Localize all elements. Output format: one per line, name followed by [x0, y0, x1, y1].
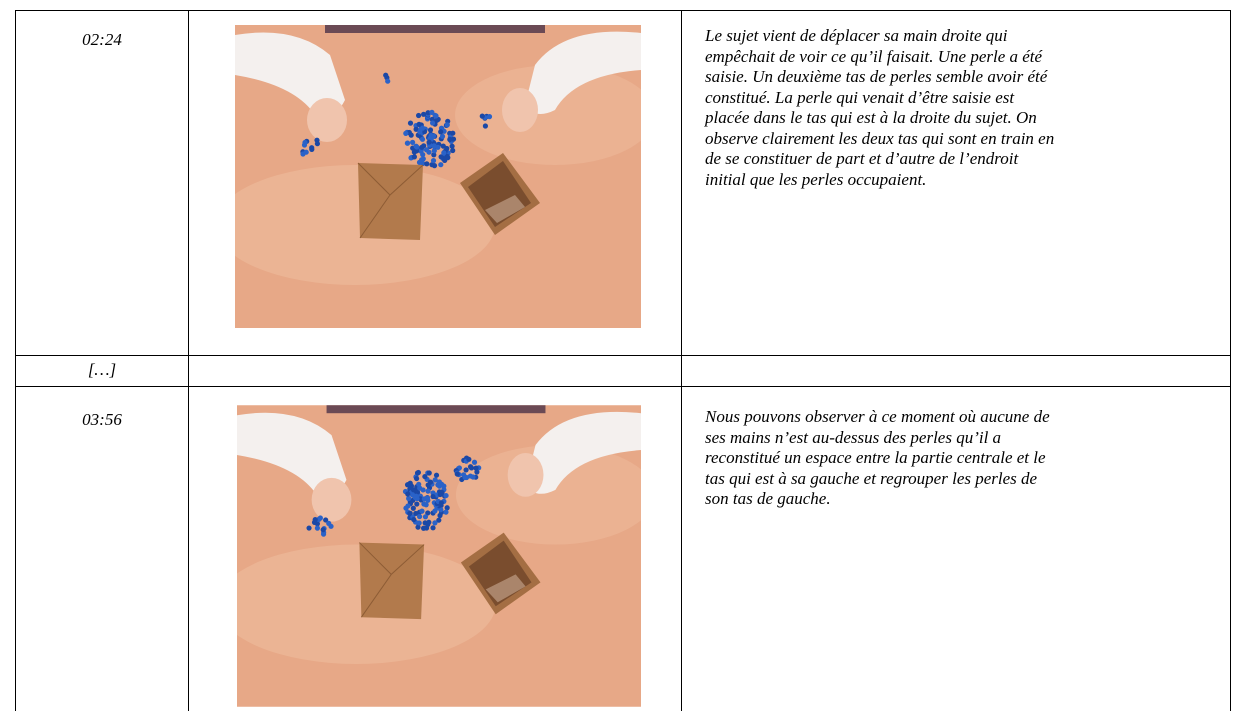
- time-cell: 02:24: [82, 30, 122, 49]
- table-border: [15, 10, 16, 711]
- description-line: reconstitué un espace entre la partie ce…: [705, 448, 1046, 467]
- description-line: constitué. La perle qui venait d’être sa…: [705, 87, 1015, 107]
- column-border: [681, 10, 682, 711]
- table-border: [15, 10, 1231, 11]
- description-line: Nous pouvons observer à ce moment où auc…: [705, 407, 1050, 426]
- description-line: placée dans le tas qui est à la droite d…: [705, 108, 1037, 127]
- description-line: initial que les perles occupaient.: [705, 169, 927, 189]
- row-border: [15, 355, 1231, 356]
- description-line: saisie. Un deuxième tas de perles semble…: [705, 67, 1048, 86]
- description-cell: Nous pouvons observer à ce moment où auc…: [705, 407, 1225, 510]
- time-cell: […]: [87, 360, 117, 379]
- table-border: [1230, 10, 1231, 711]
- description-line: observe clairement les deux tas qui sont…: [705, 128, 1055, 148]
- time-cell: 03:56: [82, 410, 122, 429]
- description-line: de se constituer de part et d’autre de l…: [705, 149, 1019, 168]
- description-line: empêchait de voir ce qu’il faisait. Une …: [705, 46, 1043, 66]
- column-border: [188, 10, 189, 711]
- photo: [235, 25, 641, 328]
- row-border: [15, 386, 1231, 387]
- description-line: tas qui est à sa gauche et regrouper les…: [705, 468, 1038, 488]
- description-line: son tas de gauche.: [705, 489, 831, 508]
- description-line: ses mains n’est au-dessus des perles qu’…: [705, 427, 1002, 447]
- description-line: Le sujet vient de déplacer sa main droit…: [705, 26, 1008, 45]
- photo: [237, 405, 641, 707]
- description-cell: Le sujet vient de déplacer sa main droit…: [705, 26, 1225, 190]
